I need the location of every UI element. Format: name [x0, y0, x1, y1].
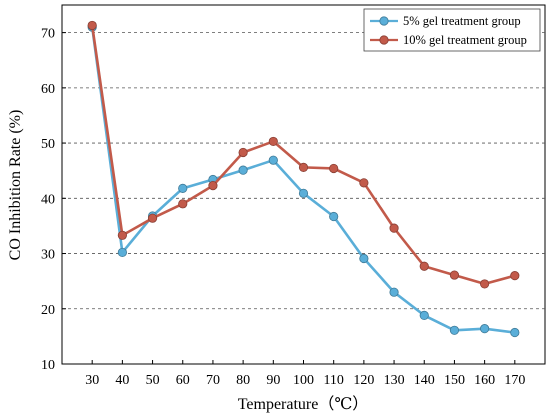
- data-point-5pct-140: [419, 310, 429, 320]
- data-point-10pct-120: [359, 178, 369, 188]
- x-tick-label-110: 110: [323, 373, 343, 388]
- data-point-10pct-80: [238, 147, 248, 158]
- grid-lines: [62, 32, 545, 310]
- y-axis-label: CO Inhibition Rate (%): [7, 110, 24, 261]
- x-tick-label-100: 100: [293, 373, 314, 388]
- legend-marker-5pct: [379, 16, 389, 26]
- legend-label-10pct: 10% gel treatment group: [403, 33, 527, 47]
- x-tick-label-150: 150: [444, 373, 465, 388]
- data-point-10pct-150: [449, 270, 460, 280]
- series-group: [87, 20, 520, 338]
- data-point-10pct-140: [419, 261, 429, 271]
- y-tick-label-70: 70: [41, 27, 55, 42]
- x-tick-label-170: 170: [504, 373, 525, 388]
- x-tick-label-90: 90: [266, 373, 280, 388]
- data-point-10pct-110: [329, 163, 339, 174]
- x-tick-label-30: 30: [85, 373, 99, 388]
- y-tick-label-20: 20: [41, 303, 55, 318]
- series-10pct: [87, 20, 520, 289]
- data-point-5pct-60: [178, 183, 188, 193]
- legend: 5% gel treatment group 10% gel treatment…: [363, 8, 541, 52]
- data-point-10pct-100: [298, 162, 309, 172]
- data-point-10pct-160: [480, 279, 490, 289]
- data-point-5pct-160: [480, 324, 490, 334]
- x-tick-label-120: 120: [353, 373, 374, 388]
- legend-label-5pct: 5% gel treatment group: [403, 14, 521, 28]
- y-tick-label-50: 50: [41, 137, 55, 152]
- x-tick-label-80: 80: [236, 373, 250, 388]
- data-point-5pct-80: [238, 165, 248, 175]
- x-tick-label-50: 50: [146, 373, 160, 388]
- data-point-5pct-120: [359, 253, 369, 264]
- y-tick-label-60: 60: [41, 82, 55, 97]
- x-tick-label-70: 70: [206, 373, 220, 388]
- data-point-5pct-90: [268, 155, 278, 165]
- y-tick-label-30: 30: [41, 248, 55, 263]
- data-point-10pct-70: [208, 181, 218, 191]
- plot-area: [61, 4, 546, 365]
- data-point-5pct-170: [510, 327, 520, 338]
- legend-marker-10pct: [379, 35, 389, 45]
- data-point-10pct-90: [268, 136, 278, 147]
- y-tick-label-10: 10: [41, 358, 55, 373]
- data-point-10pct-30: [87, 20, 97, 31]
- data-point-10pct-60: [178, 199, 188, 209]
- axes: 10 20 30 40 50 60 70 30 40 50 60 70 80 90 100 110 120 130…: [41, 27, 525, 388]
- x-tick-label-60: 60: [176, 373, 190, 388]
- x-axis-label: Temperature（℃）: [238, 395, 369, 413]
- x-tick-label-160: 160: [474, 373, 495, 388]
- legend-box: [363, 8, 541, 52]
- data-point-10pct-170: [510, 271, 520, 281]
- data-point-10pct-130: [389, 223, 399, 233]
- y-tick-label-40: 40: [41, 192, 55, 207]
- data-point-10pct-50: [147, 213, 158, 223]
- data-point-5pct-100: [298, 188, 309, 198]
- x-tick-label-130: 130: [384, 373, 405, 388]
- x-tick-label-140: 140: [414, 373, 435, 388]
- data-point-10pct-40: [117, 230, 127, 240]
- data-point-5pct-110: [329, 211, 339, 222]
- data-point-5pct-40: [117, 247, 127, 258]
- data-point-5pct-130: [389, 287, 399, 297]
- data-point-5pct-150: [449, 325, 460, 335]
- x-tick-label-40: 40: [115, 373, 129, 388]
